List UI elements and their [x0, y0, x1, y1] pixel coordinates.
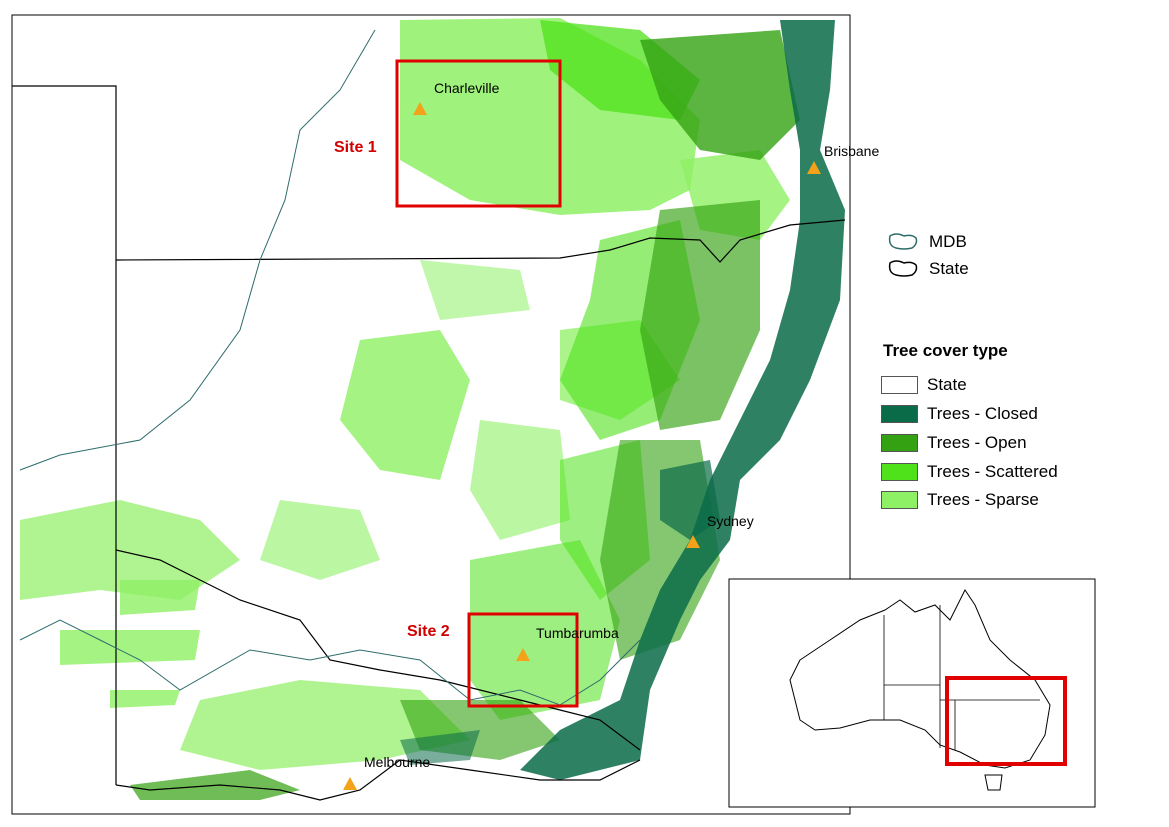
- legend-row-mdb: MDB: [920, 232, 967, 252]
- legend-label-closed: Trees - Closed: [927, 404, 1038, 423]
- mdb-legend-symbol: [888, 233, 918, 250]
- site-label-2: Site 2: [407, 623, 450, 640]
- sydney-marker: [686, 535, 700, 548]
- legend-row-sparse: Trees - Sparse: [881, 490, 1039, 510]
- site-2-box: [467, 612, 579, 708]
- city-label-melbourne: Melbourne: [364, 754, 431, 770]
- city-markers: [343, 102, 821, 790]
- mdb-boundary: [19, 29, 641, 706]
- melbourne-marker: [343, 777, 357, 790]
- legend-label-state-boundary: State: [929, 259, 969, 278]
- map-frame: [11, 14, 851, 815]
- city-label-sydney: Sydney: [707, 513, 754, 529]
- brisbane-marker: [807, 161, 821, 174]
- vegetation-layer: [20, 18, 845, 800]
- legend-swatch-closed: [881, 405, 918, 423]
- city-label-tumbarumba: Tumbarumba: [536, 625, 619, 641]
- tumbarumba-marker: [516, 648, 530, 661]
- legend-label-state: State: [927, 375, 967, 394]
- city-label-brisbane: Brisbane: [824, 143, 880, 159]
- city-label-charleville: Charleville: [434, 80, 500, 96]
- australia-outline: [789, 589, 1051, 769]
- legend-row-scattered: Trees - Scattered: [881, 462, 1058, 482]
- legend-swatch-open: [881, 434, 918, 452]
- site-1-box: [395, 59, 562, 208]
- legend-label-scattered: Trees - Scattered: [927, 462, 1058, 481]
- legend-swatch-state: [881, 376, 918, 394]
- inset-map: [728, 578, 1096, 808]
- legend-label-open: Trees - Open: [927, 433, 1027, 452]
- inset-focus-box: [945, 676, 1067, 766]
- legend-title: Tree cover type: [883, 341, 1008, 360]
- state-legend-symbol: [888, 260, 918, 277]
- site-label-1: Site 1: [334, 139, 377, 156]
- legend-row-state: State: [881, 375, 967, 395]
- legend-row-state-boundary: State: [920, 259, 969, 279]
- legend-row-open: Trees - Open: [881, 433, 1027, 453]
- charleville-marker: [413, 102, 427, 115]
- legend-swatch-sparse: [881, 491, 918, 509]
- legend-swatch-scattered: [881, 463, 918, 481]
- state-boundaries: [12, 85, 846, 801]
- legend-row-closed: Trees - Closed: [881, 404, 1038, 424]
- legend-label-mdb: MDB: [929, 232, 967, 251]
- legend-label-sparse: Trees - Sparse: [927, 490, 1039, 509]
